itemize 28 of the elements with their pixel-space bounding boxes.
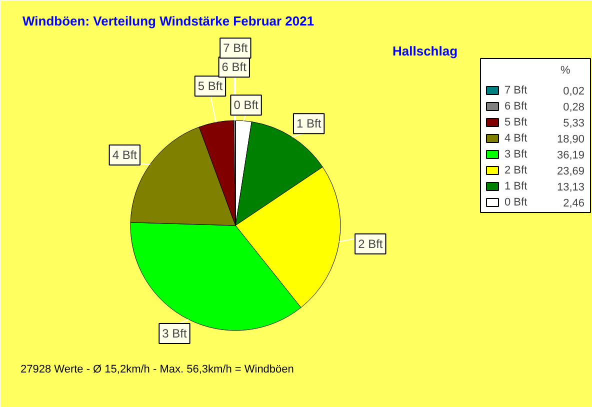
legend-label: 4 Bft (504, 132, 528, 144)
slice-label: 3 Bft (162, 326, 188, 341)
legend-label: 3 Bft (504, 148, 528, 160)
data-label: 13,13 (556, 182, 585, 194)
slice-label: 6 Bft (222, 60, 248, 74)
data-label: 36,19 (556, 150, 585, 162)
legend-label: 7 Bft (504, 84, 528, 96)
data-label: 23,69 (556, 166, 585, 178)
data-label: 0,28 (563, 102, 585, 114)
slice-label: 2 Bft (358, 236, 384, 251)
legend-label: 0 Bft (504, 196, 528, 208)
legend-label: 6 Bft (504, 100, 528, 112)
data-label: 5,33 (563, 118, 585, 130)
text: 27928 Werte - Ø 15,2km/h - Max. 56,3km/h = Windböen (20, 364, 294, 376)
legend-label: 2 Bft (504, 164, 528, 176)
slice-label: 1 Bft (296, 116, 322, 131)
slice-label: 5 Bft (198, 79, 224, 94)
data-label: 0,02 (563, 86, 585, 98)
legend-title: % (560, 64, 570, 76)
data-label: 18,90 (556, 134, 585, 146)
chart-subtitle: Hallschlag (392, 44, 458, 58)
slice-label: 4 Bft (112, 148, 138, 162)
slice-label: 0 Bft (234, 98, 260, 112)
slice-label: 7 Bft (223, 41, 248, 56)
data-label: 2,46 (563, 198, 585, 210)
legend-label: 1 Bft (504, 180, 528, 192)
chart-title: Windböen: Verteilung Windstärke Februar 2021 (22, 14, 314, 28)
legend-label: 5 Bft (504, 116, 528, 128)
